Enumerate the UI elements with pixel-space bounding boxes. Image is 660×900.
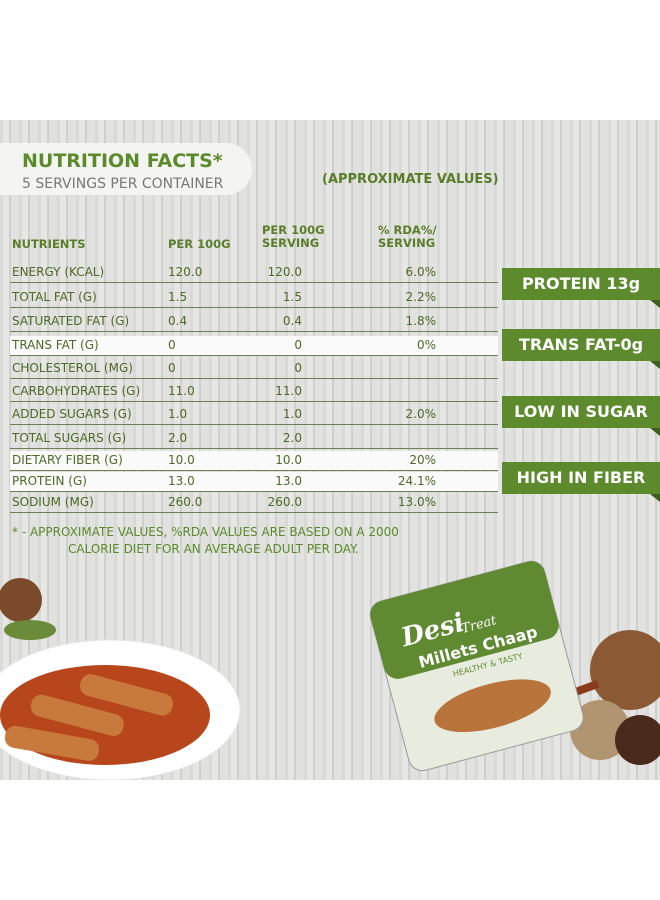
table-cell: ADDED SUGARS (G) [12,407,132,421]
table-cell: 0 [168,361,176,375]
badge: HIGH IN FIBER [502,462,660,502]
table-cell: 13.0% [397,495,436,509]
row-rule [10,512,498,513]
note: (APPROXIMATE VALUES) [322,172,499,187]
table-cell: 0.4 [168,314,188,328]
table-cell: 1.8% [405,314,437,328]
table-cell: 10.0 [275,453,302,467]
title-plate [0,143,252,195]
table-cell: 13.0 [168,474,195,488]
table-cell: 120.0 [267,265,302,279]
table-cell: 1.0 [282,407,302,421]
badge: PROTEIN 13g [502,268,660,308]
table-cell: 2.0 [282,431,302,445]
column-header: PER 100G [168,237,231,251]
table-cell: 2.0% [405,407,437,421]
table-cell: 1.5 [282,290,302,304]
table-cell: CARBOHYDRATES (G) [12,384,141,398]
table-cell: 11.0 [168,384,195,398]
table-cell: 6.0% [405,265,437,279]
table-cell: PROTEIN (G) [12,474,87,488]
row-rule [10,491,498,492]
table-cell: TOTAL FAT (G) [12,290,97,304]
row-rule [10,331,498,332]
table-cell: 260.0 [168,495,203,509]
row-rule [10,470,498,471]
table-cell: TOTAL SUGARS (G) [12,431,127,445]
row-highlight [10,472,498,492]
row-rule [10,401,498,402]
table-cell: 24.1% [397,474,436,488]
food-art: Desi Treat Millets Chaap HEALTHY & TASTY [0,560,660,780]
row-rule [10,448,498,449]
footnote: CALORIE DIET FOR AN AVERAGE ADULT PER DA… [68,542,359,556]
table-cell: 11.0 [275,384,302,398]
table-cell: DIETARY FIBER (G) [12,453,123,467]
table-cell: 2.2% [405,290,437,304]
table-cell: SATURATED FAT (G) [12,314,130,328]
table-cell: 120.0 [168,265,203,279]
row-rule [10,307,498,308]
table-cell: 0 [294,361,302,375]
table-cell: 0 [294,338,302,352]
subtitle: 5 SERVINGS PER CONTAINER [22,176,224,192]
table-cell: 0% [416,338,436,352]
table-cell: 1.5 [168,290,188,304]
table-cell: SODIUM (MG) [12,495,94,509]
row-rule [10,355,498,356]
title: NUTRITION FACTS* [22,150,223,172]
table-cell: 0.4 [282,314,302,328]
badge: TRANS FAT-0g [502,329,660,369]
column-header: PER 100G SERVING [262,223,325,250]
column-header: NUTRIENTS [12,237,86,251]
badge: LOW IN SUGAR [502,396,660,436]
row-rule [10,378,498,379]
table-cell: 10.0 [168,453,195,467]
row-rule [10,424,498,425]
table-cell: 20% [409,453,436,467]
table-cell: 2.0 [168,431,188,445]
table-cell: CHOLESTEROL (MG) [12,361,133,375]
table-cell: TRANS FAT (G) [12,338,99,352]
table-cell: 1.0 [168,407,188,421]
row-rule [10,282,498,283]
row-highlight [10,451,498,471]
table-cell: 260.0 [267,495,302,509]
column-header: % RDA%/ SERVING [378,223,437,250]
row-highlight [10,336,498,356]
table-cell: ENERGY (KCAL) [12,265,105,279]
table-cell: 0 [168,338,176,352]
table-cell: 13.0 [275,474,302,488]
footnote: * - APPROXIMATE VALUES, %RDA VALUES ARE … [12,525,399,539]
